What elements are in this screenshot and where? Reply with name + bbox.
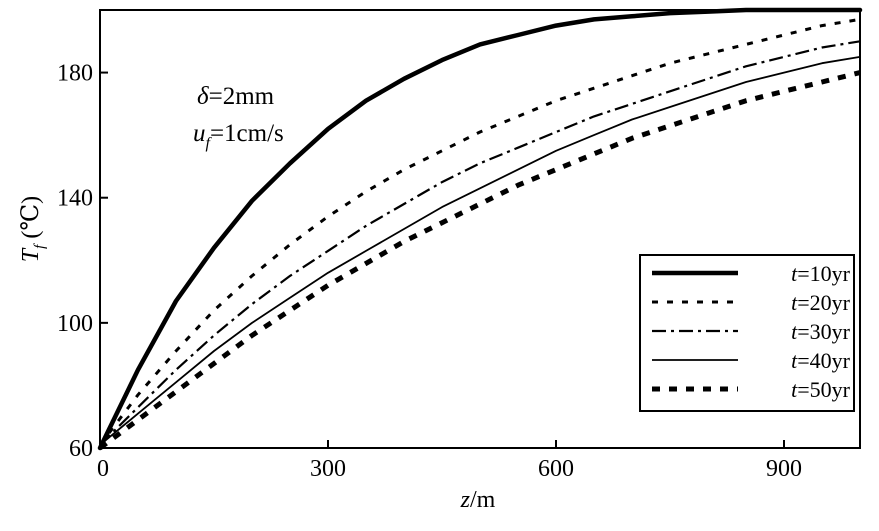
series-line-3	[99, 40, 861, 446]
x-tick-label: 600	[538, 456, 574, 482]
y-tick-label: 60	[69, 436, 93, 462]
x-axis-label: z/m	[460, 487, 496, 513]
legend-label-2: t=20yr	[791, 290, 851, 315]
legend-label-1: t=10yr	[791, 261, 851, 286]
series-line-4	[99, 56, 861, 446]
annotation-delta: δ=2mm	[197, 83, 275, 110]
x-tick-label: 900	[766, 456, 802, 482]
series-line-5	[98, 70, 861, 451]
legend: t=10yr t=20yr t=30yr t=40yr t=50yr	[639, 254, 855, 412]
ticks-layer: 0 300 600 900 60 100 140 180	[57, 61, 802, 482]
legend-box	[639, 254, 855, 412]
legend-label-5: t=50yr	[791, 377, 851, 402]
legend-label-4: t=40yr	[791, 348, 851, 373]
y-tick-label: 180	[57, 61, 93, 87]
y-tick-label: 100	[57, 311, 93, 337]
legend-label-3: t=30yr	[791, 319, 851, 344]
series-line-2	[98, 17, 861, 446]
x-tick-label: 300	[310, 456, 346, 482]
y-axis-label: Tf (℃)	[18, 196, 48, 262]
x-tick-label: 0	[97, 456, 109, 482]
annotation-uf: uf=1cm/s	[193, 120, 284, 152]
plot-frame	[99, 9, 861, 449]
y-tick-label: 140	[57, 186, 93, 212]
